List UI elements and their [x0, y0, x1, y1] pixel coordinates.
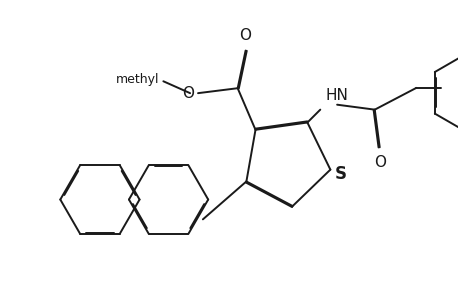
Text: O: O [239, 28, 251, 43]
Text: O: O [182, 86, 194, 101]
Text: O: O [373, 155, 385, 170]
Text: S: S [334, 165, 346, 183]
Text: HN: HN [325, 88, 347, 103]
Text: methyl: methyl [116, 73, 159, 86]
